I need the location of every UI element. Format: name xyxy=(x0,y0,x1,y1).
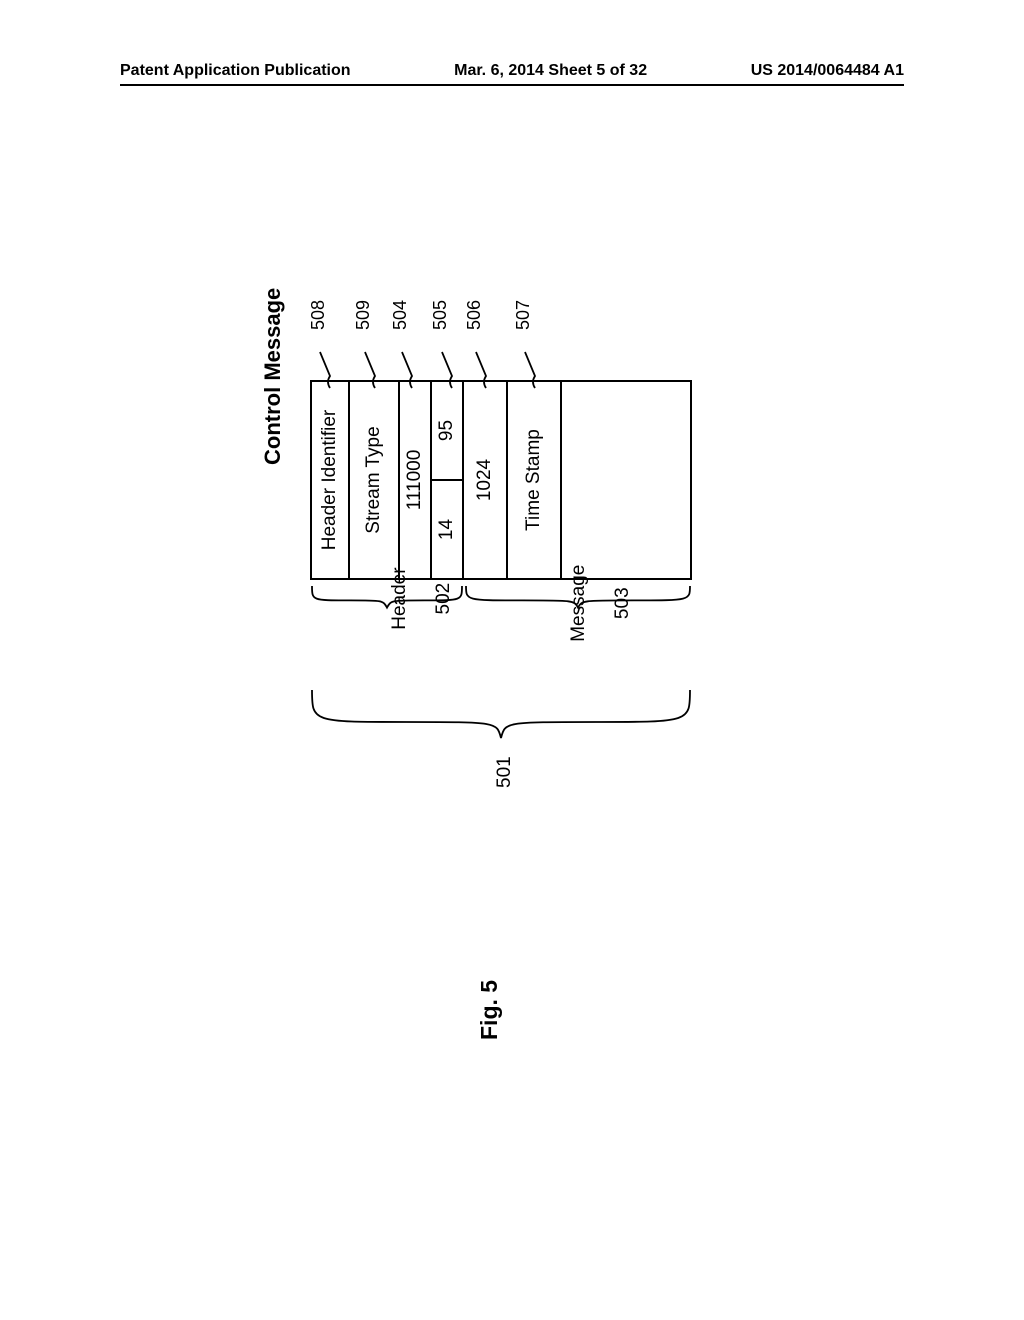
figure-caption: Fig. 5 xyxy=(476,980,503,1040)
figure-rotated-stage: Control Message Header IdentifierStream … xyxy=(0,0,1024,1320)
braces xyxy=(0,0,1024,1320)
group-header-text: Header xyxy=(389,567,410,629)
group-header-ref: 502 xyxy=(433,583,454,615)
group-message-ref: 503 xyxy=(612,587,633,619)
ref-501: 501 xyxy=(494,756,516,788)
group-header-label: Header 502 xyxy=(367,567,477,672)
group-message-text: Message xyxy=(568,565,589,642)
figure-stage: Control Message Header IdentifierStream … xyxy=(0,0,1024,1320)
group-message-label: Message 503 xyxy=(546,565,656,684)
page: Patent Application Publication Mar. 6, 2… xyxy=(0,0,1024,1320)
